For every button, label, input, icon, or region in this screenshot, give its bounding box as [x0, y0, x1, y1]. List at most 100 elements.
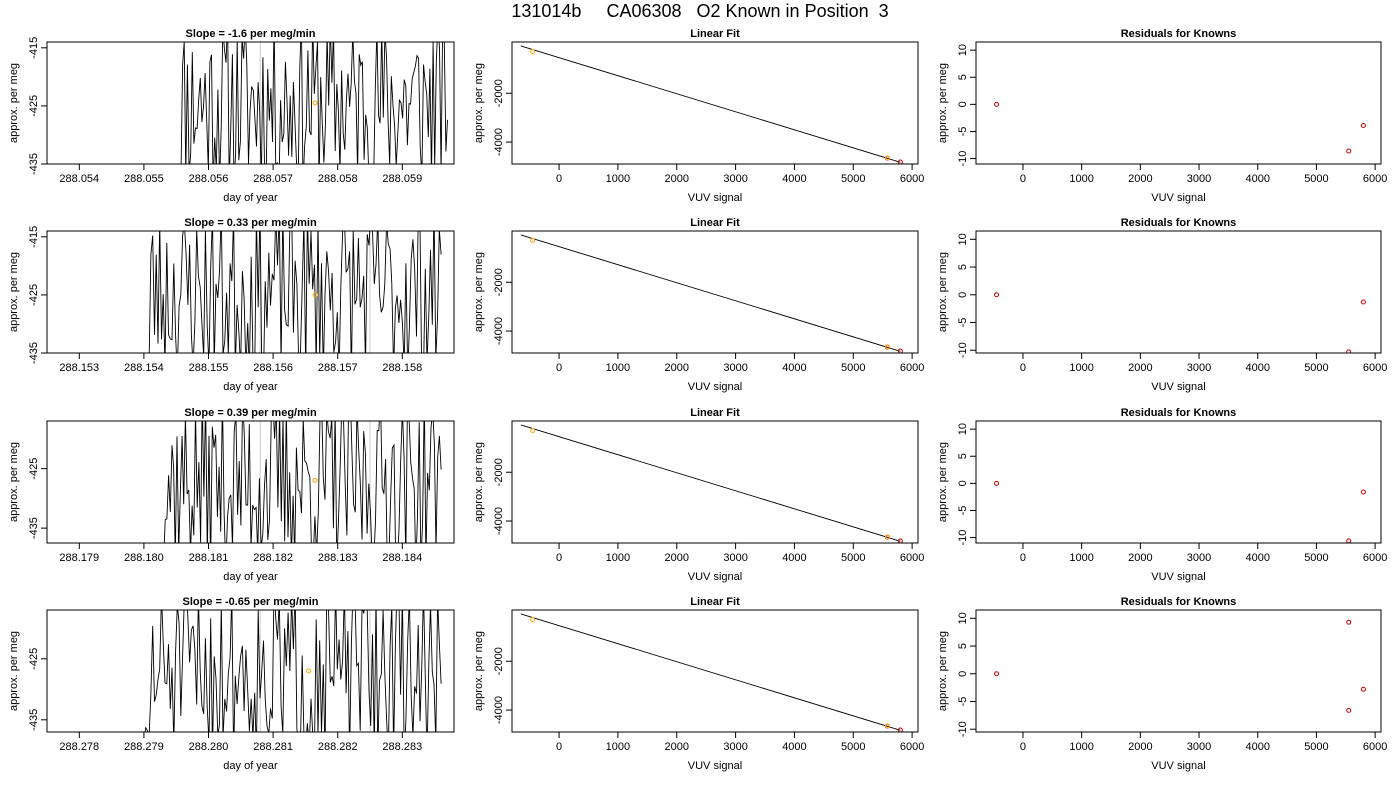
panel-title: Linear Fit: [690, 28, 740, 40]
y-tick-label: 0: [957, 101, 969, 107]
x-tick-label: 3000: [1187, 173, 1211, 185]
mean-marker: [312, 292, 318, 298]
x-tick-label: 4000: [782, 552, 806, 564]
y-axis-label: approx. per meg: [473, 252, 485, 332]
x-tick-label: 2000: [665, 552, 689, 564]
y-tick-label: -5: [957, 127, 969, 137]
x-tick-label: 5000: [1304, 362, 1328, 374]
y-axis-label: approx. per meg: [8, 252, 20, 332]
plot-area: [994, 480, 1366, 543]
plot-frame: [975, 41, 1382, 165]
y-axis-label: approx. per meg: [8, 631, 20, 711]
data-trace: [144, 610, 442, 732]
panel-title: Residuals for Knowns: [1121, 596, 1237, 608]
x-tick-label: 5000: [841, 362, 865, 374]
panel-r3-c1: Slope = 0.39 per meg/min 288.179 288.180 28…: [8, 407, 455, 583]
x-tick-label: 0: [1020, 173, 1026, 185]
y-axis-label: approx. per meg: [473, 63, 485, 143]
y-tick-label: -10: [957, 721, 969, 737]
panel-r2-c2: Linear Fit 0 1000 2000 3000 4000 5000 6000 -2000…: [473, 217, 924, 393]
residual-point: [994, 101, 1000, 107]
y-axis-label: approx. per meg: [937, 442, 949, 522]
x-tick-label: 288.055: [124, 173, 164, 185]
x-tick-label: 288.180: [124, 552, 164, 564]
y-tick-label: 5: [957, 74, 969, 80]
plot-area: [520, 234, 903, 353]
y-axis-label: approx. per meg: [937, 252, 949, 332]
x-tick-label: 4000: [782, 173, 806, 185]
x-tick-label: 288.283: [382, 741, 422, 753]
x-tick-label: 5000: [841, 552, 865, 564]
residual-point: [994, 671, 1000, 677]
plot-area: [520, 613, 903, 732]
x-tick-label: 5000: [1304, 173, 1328, 185]
x-tick-label: 288.278: [59, 741, 99, 753]
x-tick-label: 3000: [1187, 741, 1211, 753]
y-axis-label: approx. per meg: [473, 442, 485, 522]
x-tick-label: 6000: [1363, 741, 1387, 753]
plot-area: [994, 292, 1366, 353]
x-tick-label: 288.056: [189, 173, 229, 185]
fit-line: [520, 45, 901, 163]
y-tick-label: -415: [28, 37, 40, 59]
y-tick-label: -425: [28, 95, 40, 117]
plot-frame: [46, 230, 455, 354]
x-tick-label: 288.153: [59, 362, 99, 374]
panel-title: Residuals for Knowns: [1121, 217, 1237, 229]
fit-point: [530, 238, 536, 244]
y-tick-label: -2000: [493, 458, 505, 486]
x-tick-label: 288.157: [318, 362, 358, 374]
data-trace: [180, 42, 448, 164]
panel-title: Slope = 0.39 per meg/min: [184, 407, 317, 419]
residual-point: [994, 480, 1000, 486]
x-tick-label: 1000: [1069, 741, 1093, 753]
x-tick-label: 4000: [1245, 173, 1269, 185]
x-tick-label: 4000: [782, 741, 806, 753]
x-tick-label: 5000: [841, 173, 865, 185]
y-tick-label: 5: [957, 643, 969, 649]
panel-r1-c2: Linear Fit 0 1000 2000 3000 4000 5000 6000 -2000…: [473, 28, 924, 204]
y-tick-label: -4000: [493, 317, 505, 345]
x-tick-label: 5000: [841, 741, 865, 753]
y-tick-label: -435: [28, 517, 40, 539]
panel-r2-c1: Slope = 0.33 per meg/min 288.153 288.154 28…: [8, 217, 455, 393]
y-tick-label: -415: [28, 226, 40, 248]
plot-frame: [975, 420, 1382, 544]
x-axis-label: VUV signal: [688, 192, 742, 204]
residual-point: [994, 292, 1000, 298]
mean-marker: [312, 100, 318, 106]
residual-point: [1346, 707, 1352, 713]
x-tick-label: 288.057: [253, 173, 293, 185]
x-tick-label: 288.281: [253, 741, 293, 753]
y-tick-label: -4000: [493, 507, 505, 535]
y-tick-label: 10: [957, 423, 969, 435]
x-tick-label: 2000: [665, 173, 689, 185]
y-tick-label: -4000: [493, 696, 505, 724]
x-tick-label: 0: [556, 362, 562, 374]
x-tick-label: 4000: [1245, 362, 1269, 374]
x-tick-label: 3000: [723, 552, 747, 564]
x-tick-label: 2000: [1128, 741, 1152, 753]
x-tick-label: 5000: [1304, 552, 1328, 564]
y-tick-label: -10: [957, 151, 969, 167]
fit-point: [530, 49, 536, 55]
x-tick-label: 1000: [606, 362, 630, 374]
plot-frame: [511, 609, 919, 733]
x-tick-label: 1000: [1069, 362, 1093, 374]
fit-point: [897, 538, 903, 543]
x-tick-label: 3000: [1187, 362, 1211, 374]
plot-area: [144, 610, 442, 732]
y-tick-label: 10: [957, 233, 969, 245]
y-axis-label: approx. per meg: [473, 631, 485, 711]
fit-point: [884, 723, 890, 729]
y-tick-label: 0: [957, 480, 969, 486]
x-axis-label: day of year: [223, 571, 278, 583]
x-tick-label: 4000: [782, 362, 806, 374]
y-tick-label: -4000: [493, 128, 505, 156]
y-tick-label: 5: [957, 264, 969, 270]
x-tick-label: 1000: [1069, 173, 1093, 185]
y-tick-label: -2000: [493, 268, 505, 296]
fit-point: [884, 534, 890, 540]
y-axis-label: approx. per meg: [8, 442, 20, 522]
x-tick-label: 6000: [900, 552, 924, 564]
